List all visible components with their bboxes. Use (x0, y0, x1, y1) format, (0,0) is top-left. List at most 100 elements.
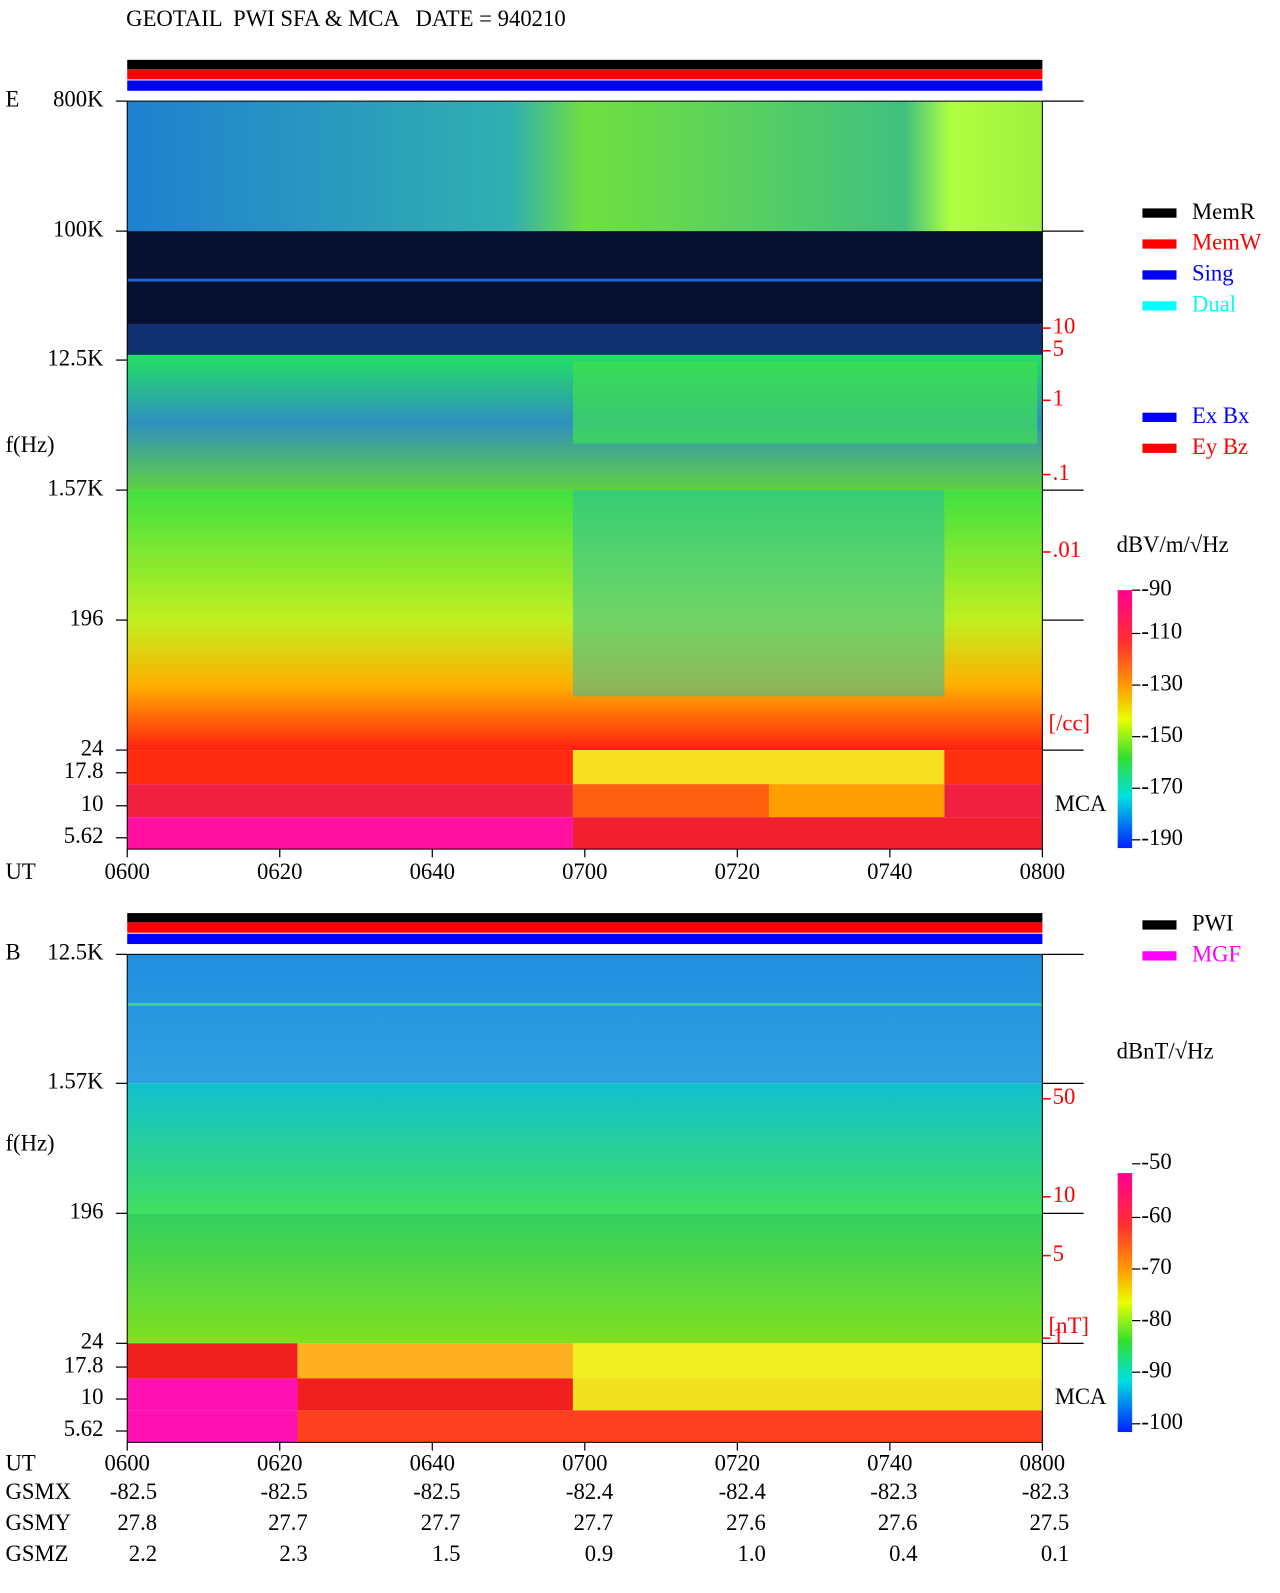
orbit-value: -82.5 (261, 1479, 308, 1504)
x-tick-label: 0700 (562, 1450, 607, 1475)
legend-swatch (1142, 443, 1177, 453)
colorbar-unit: dBnT/√Hz (1117, 1039, 1214, 1064)
x-axis-label: UT (5, 859, 35, 884)
mca-label: MCA (1055, 1384, 1107, 1409)
spectrogram (944, 784, 1043, 818)
y-tick-label: 10 (81, 1384, 104, 1409)
colorbar-tick-label: -170 (1141, 773, 1183, 798)
spectrogram (297, 1410, 1043, 1443)
density-tick-label: 5 (1053, 1241, 1064, 1266)
x-tick-label: 0700 (562, 859, 607, 884)
spectrogram (127, 817, 573, 850)
spectrogram (127, 278, 1043, 282)
x-tick-label: 0640 (410, 859, 455, 884)
spectrogram (572, 1343, 1043, 1379)
spectrogram (944, 750, 1043, 785)
x-tick-label: 0720 (715, 859, 760, 884)
colorbar-tick-label: -60 (1141, 1203, 1171, 1228)
y-tick-label: 800K (53, 86, 104, 111)
y-tick-label: 10 (81, 791, 104, 816)
status-bar (127, 59, 1043, 70)
spectrogram (127, 1410, 298, 1443)
legend-label: Sing (1192, 261, 1234, 286)
spectrogram (572, 784, 769, 818)
orbit-label: GSMZ (5, 1541, 68, 1566)
x-tick-label: 0640 (410, 1450, 455, 1475)
spectrogram (768, 784, 945, 818)
colorbar-tick-label: -90 (1141, 1357, 1171, 1382)
spectrogram (297, 1343, 573, 1379)
colorbar-unit: dBV/m/√Hz (1117, 532, 1229, 557)
orbit-value: 27.7 (573, 1510, 613, 1535)
orbit-label: GSMX (5, 1479, 71, 1504)
colorbar (1117, 590, 1133, 849)
colorbar-tick-label: -80 (1141, 1306, 1171, 1331)
orbit-value: 27.5 (1029, 1510, 1069, 1535)
x-tick-label: 0600 (105, 1450, 150, 1475)
x-tick-label: 0600 (105, 859, 150, 884)
panel-label: E (5, 86, 19, 111)
colorbar (1117, 1173, 1133, 1433)
colorbar-tick-label: -100 (1141, 1409, 1183, 1434)
orbit-value: 0.1 (1041, 1541, 1069, 1566)
status-bar (127, 80, 1043, 91)
legend-label: MemW (1192, 230, 1262, 255)
y-tick-label: 196 (69, 605, 103, 630)
y-tick-label: 5.62 (64, 1416, 104, 1441)
spectrogram (127, 231, 1043, 324)
orbit-value: -82.4 (719, 1479, 766, 1504)
spectrogram (127, 1083, 1043, 1214)
colorbar-tick-label: -190 (1141, 825, 1183, 850)
orbit-value: 1.0 (738, 1541, 766, 1566)
orbit-value: 2.3 (279, 1541, 307, 1566)
colorbar-tick-label: -110 (1141, 619, 1182, 644)
title: GEOTAIL PWI SFA & MCA DATE = 940210 (126, 6, 566, 31)
density-unit: [nT] (1049, 1313, 1089, 1338)
spectrogram (127, 101, 1043, 232)
y-axis-label: f(Hz) (5, 432, 54, 457)
y-tick-label: 24 (81, 1329, 104, 1354)
density-tick-label: .01 (1053, 537, 1081, 562)
x-tick-label: 0620 (257, 859, 302, 884)
spectrogram (127, 1378, 298, 1411)
y-tick-label: 1.57K (47, 1069, 104, 1094)
status-bar (127, 69, 1043, 80)
spectrogram (127, 1343, 298, 1379)
orbit-value: 27.7 (421, 1510, 461, 1535)
orbit-value: 2.2 (129, 1541, 157, 1566)
x-tick-label: 0800 (1020, 859, 1065, 884)
density-tick-label: .1 (1053, 460, 1070, 485)
spectrogram (572, 490, 945, 697)
status-bar (127, 913, 1043, 923)
y-tick-label: 100K (53, 216, 104, 241)
density-tick-label: 50 (1053, 1084, 1076, 1109)
legend-swatch (1142, 412, 1177, 422)
legend-label: Ey Bz (1192, 434, 1248, 459)
orbit-value: 27.6 (878, 1510, 918, 1535)
spectrogram (127, 1002, 1043, 1006)
mca-label: MCA (1055, 791, 1107, 816)
y-tick-label: 17.8 (64, 1352, 104, 1377)
density-tick-label: 10 (1053, 313, 1076, 338)
y-tick-label: 196 (69, 1199, 103, 1224)
status-bar (127, 922, 1043, 933)
orbit-value: 0.4 (889, 1541, 917, 1566)
legend-swatch (1142, 301, 1177, 311)
density-tick-label: 10 (1053, 1182, 1076, 1207)
legend-label: Dual (1192, 292, 1236, 317)
orbit-value: 1.5 (432, 1541, 460, 1566)
spectrogram (572, 361, 1038, 444)
spectrogram (127, 1213, 1043, 1344)
density-tick-label: 5 (1053, 336, 1064, 361)
orbit-value: -82.3 (870, 1479, 917, 1504)
colorbar-tick-label: -70 (1141, 1254, 1171, 1279)
x-tick-label: 0620 (257, 1450, 302, 1475)
y-tick-label: 24 (81, 735, 104, 760)
orbit-value: -82.4 (566, 1479, 613, 1504)
legend-swatch (1142, 920, 1177, 930)
x-tick-label: 0720 (715, 1450, 760, 1475)
status-bar (127, 933, 1043, 945)
legend-label: PWI (1192, 911, 1234, 936)
